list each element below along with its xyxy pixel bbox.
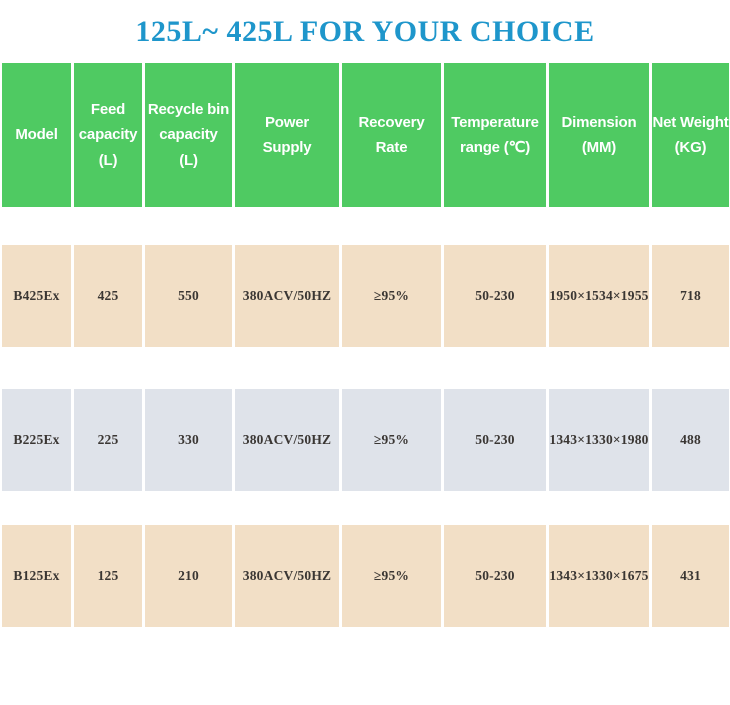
page-title: 125L~ 425L FOR YOUR CHOICE [135,14,595,48]
header-cell-dimension: Dimension (MM) [549,63,649,207]
cell-temperature-range: 50-230 [444,389,546,491]
cell-recycle-bin-capacity: 550 [145,245,232,347]
header-cell-model: Model [2,63,71,207]
header-cell-recycle-bin-capacity: Recycle bin capacity (L) [145,63,232,207]
table-header-row: Model Feed capacity (L) Recycle bin capa… [0,63,730,207]
header-cell-net-weight: Net Weight (KG) [652,63,729,207]
header-cell-feed-capacity: Feed capacity (L) [74,63,142,207]
cell-dimension: 1343×1330×1675 [549,525,649,627]
cell-net-weight: 431 [652,525,729,627]
cell-recycle-bin-capacity: 330 [145,389,232,491]
table-row: B225Ex 225 330 380ACV/50HZ ≥95% 50-230 1… [0,389,730,491]
header-cell-temperature-range: Temperature range (℃) [444,63,546,207]
table-row: B425Ex 425 550 380ACV/50HZ ≥95% 50-230 1… [0,245,730,347]
cell-recycle-bin-capacity: 210 [145,525,232,627]
cell-temperature-range: 50-230 [444,525,546,627]
cell-dimension: 1950×1534×1955 [549,245,649,347]
header-cell-recovery-rate: Recovery Rate [342,63,441,207]
cell-recovery-rate: ≥95% [342,245,441,347]
cell-dimension: 1343×1330×1980 [549,389,649,491]
cell-temperature-range: 50-230 [444,245,546,347]
cell-feed-capacity: 225 [74,389,142,491]
cell-recovery-rate: ≥95% [342,525,441,627]
cell-model: B125Ex [2,525,71,627]
cell-feed-capacity: 125 [74,525,142,627]
cell-power-supply: 380ACV/50HZ [235,245,339,347]
cell-power-supply: 380ACV/50HZ [235,389,339,491]
cell-model: B425Ex [2,245,71,347]
header-cell-power-supply: Power Supply [235,63,339,207]
cell-feed-capacity: 425 [74,245,142,347]
table-row: B125Ex 125 210 380ACV/50HZ ≥95% 50-230 1… [0,525,730,627]
cell-recovery-rate: ≥95% [342,389,441,491]
cell-net-weight: 718 [652,245,729,347]
cell-power-supply: 380ACV/50HZ [235,525,339,627]
cell-model: B225Ex [2,389,71,491]
cell-net-weight: 488 [652,389,729,491]
